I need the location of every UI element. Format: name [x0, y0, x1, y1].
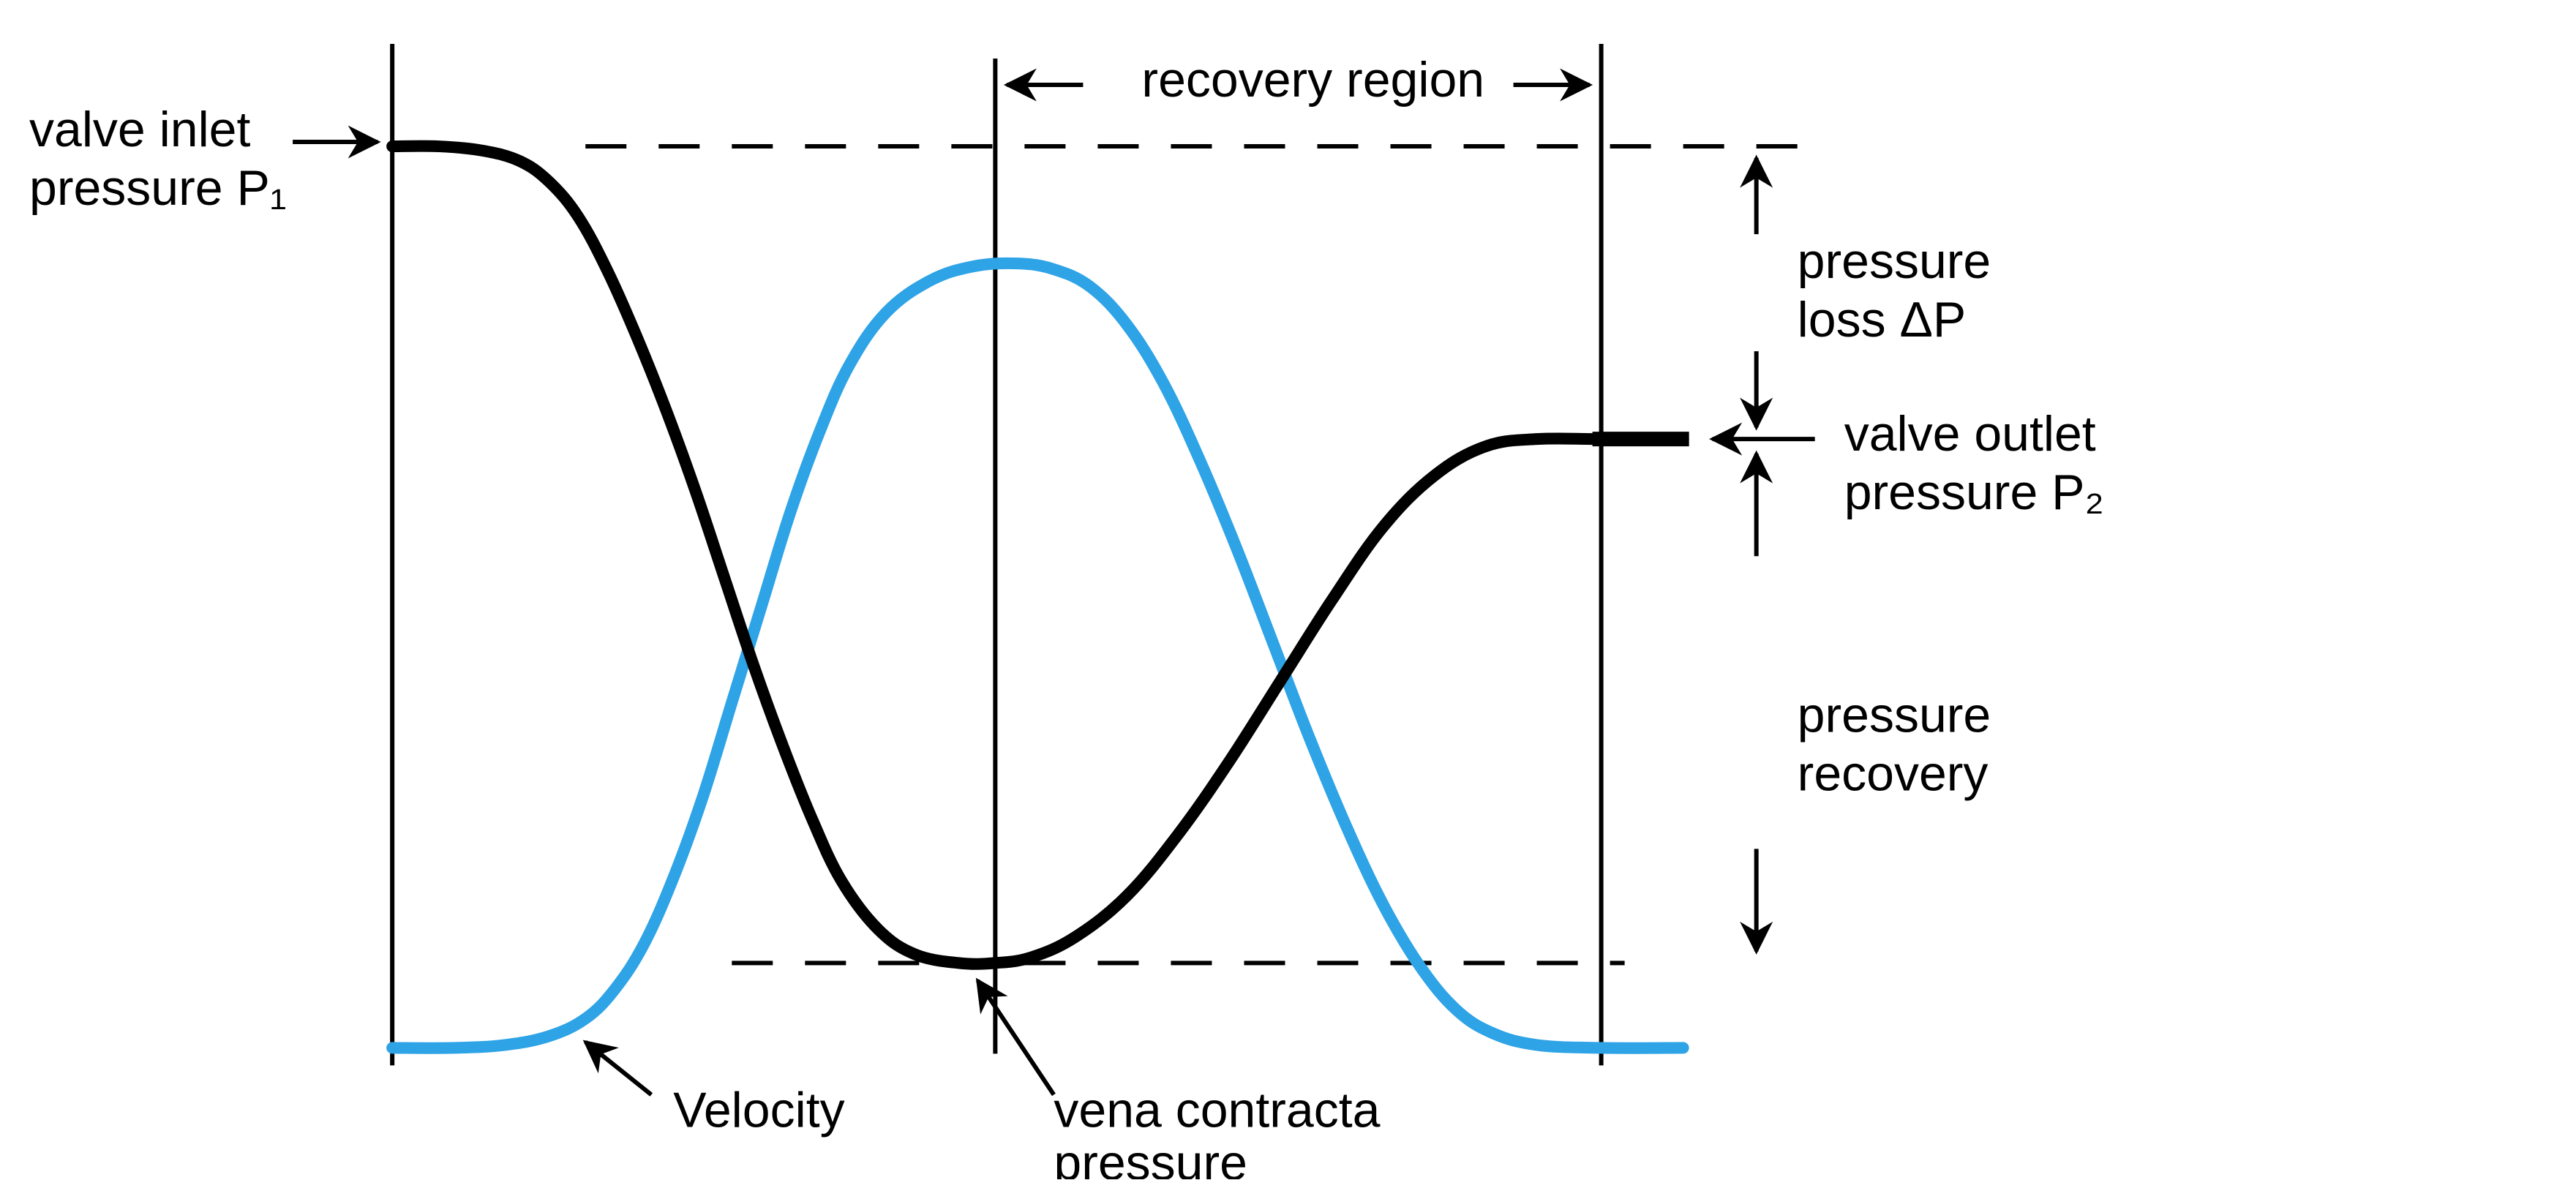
pressure-recovery-label-2: recovery: [1798, 745, 1989, 801]
chart-background: [0, 0, 2576, 1179]
valve-outlet-label-1: valve outlet: [1844, 406, 2096, 462]
valve-outlet-label-2: pressure P₂: [1844, 465, 2104, 520]
diagram-svg: recovery region valve inlet pressure P₁ …: [0, 0, 2576, 1179]
recovery-region-label: recovery region: [1141, 52, 1484, 108]
valve-inlet-label-2: pressure P₁: [29, 160, 287, 216]
vena-contracta-label-1: vena contracta: [1054, 1082, 1380, 1138]
valve-pressure-diagram: recovery region valve inlet pressure P₁ …: [0, 0, 2576, 1180]
valve-inlet-label-1: valve inlet: [29, 102, 250, 157]
vena-contracta-label-2: pressure: [1054, 1135, 1247, 1179]
velocity-label: Velocity: [673, 1082, 844, 1138]
pressure-recovery-label-1: pressure: [1798, 687, 1991, 743]
pressure-loss-label-2: loss ΔP: [1798, 292, 1967, 347]
pressure-loss-label-1: pressure: [1798, 233, 1991, 289]
